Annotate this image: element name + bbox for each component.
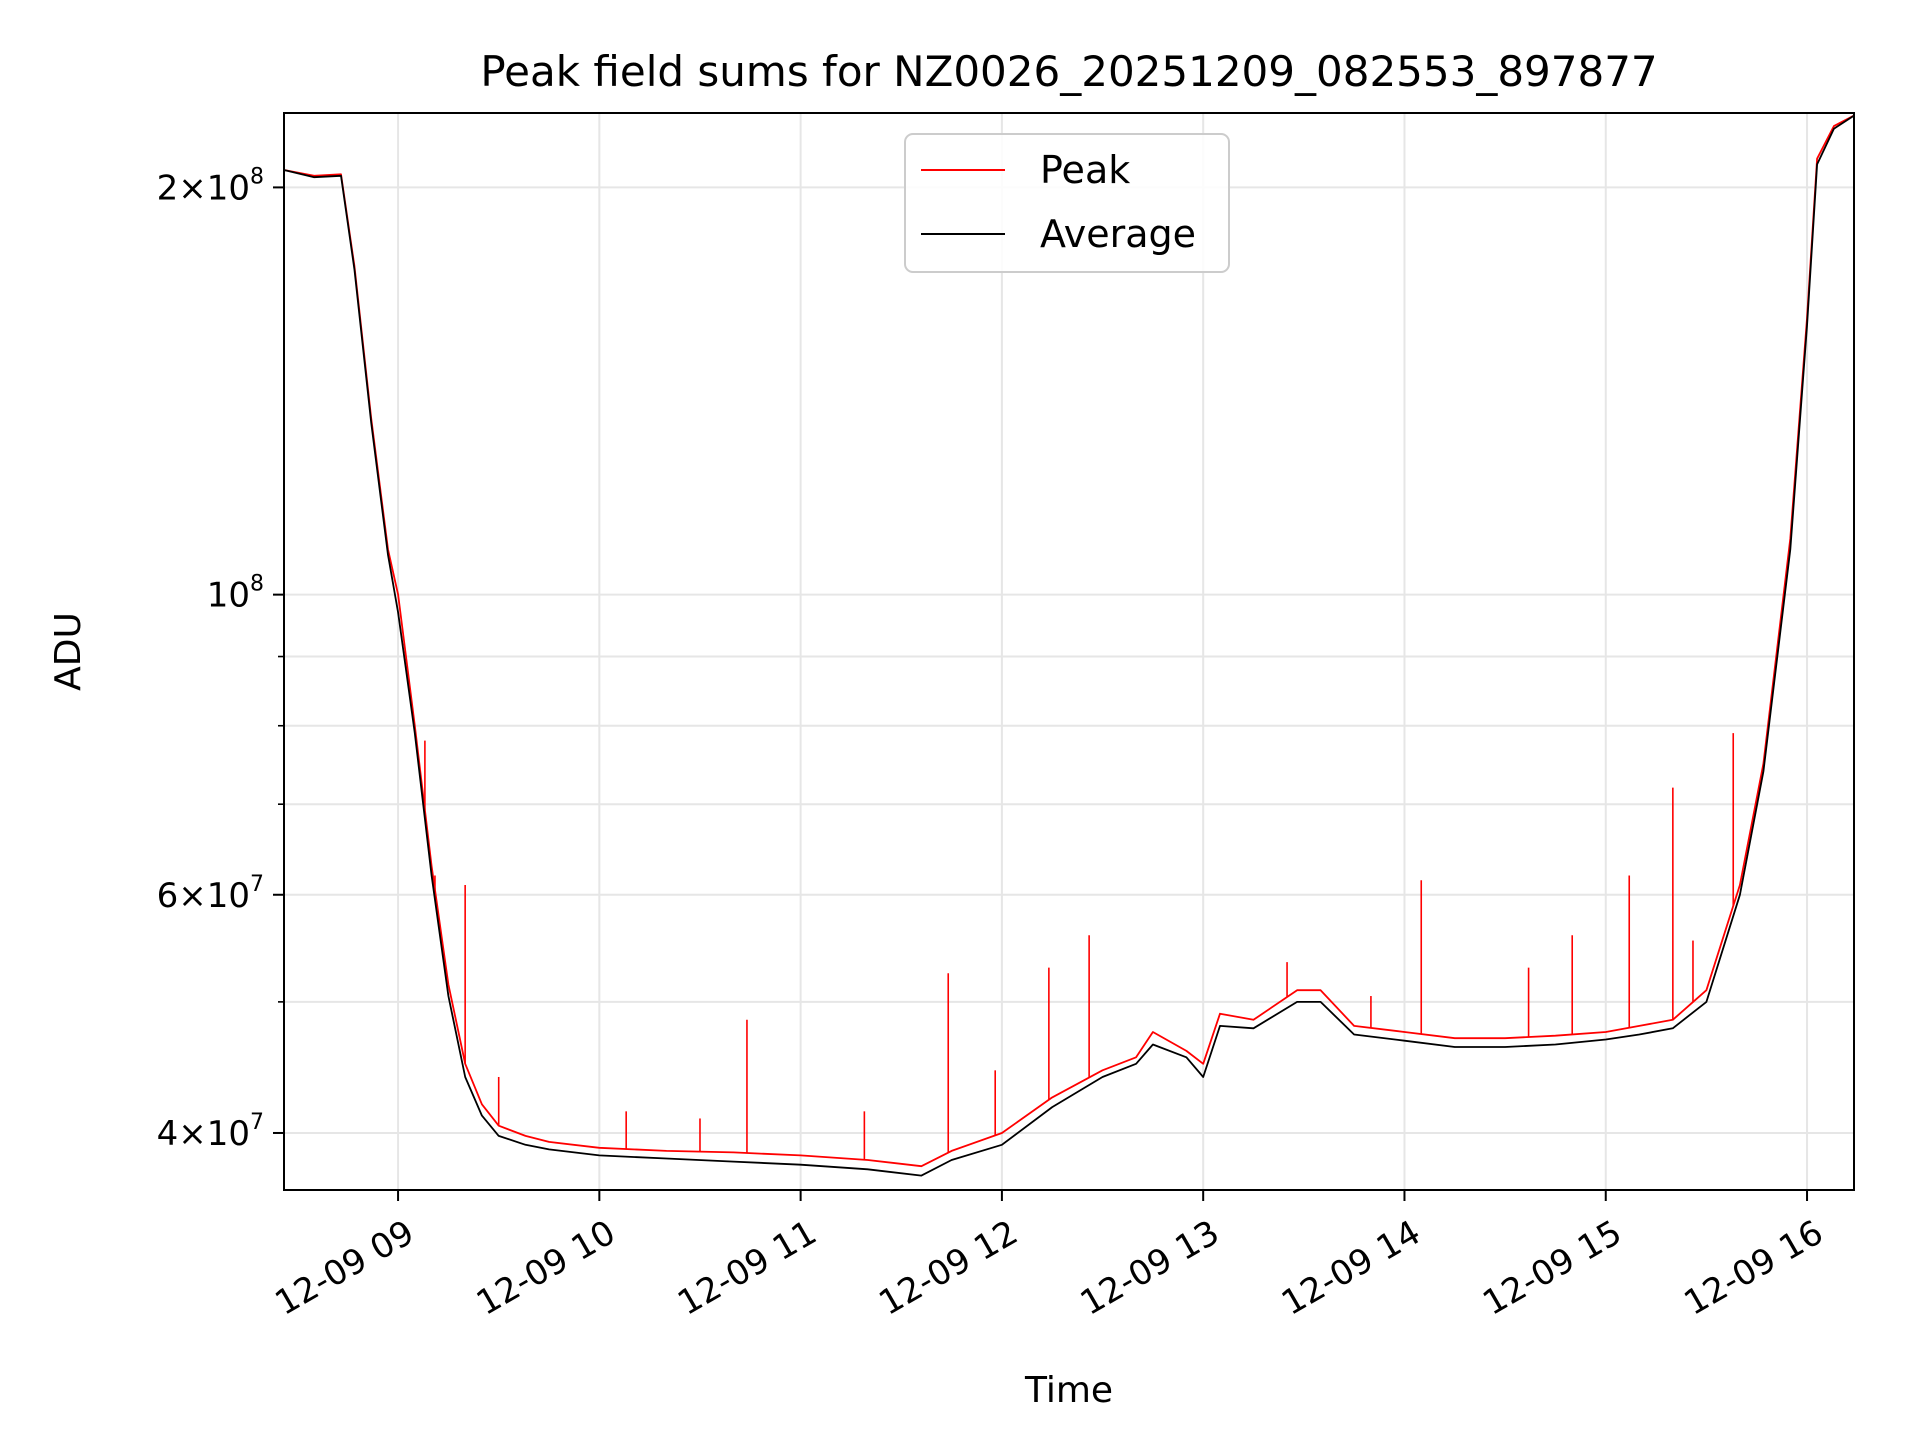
- legend: Peak Average: [904, 133, 1230, 273]
- legend-box: [904, 133, 1230, 273]
- y-tick-label: 2×108: [157, 164, 264, 208]
- series-line-peak: [283, 114, 1855, 1168]
- y-tick-label: 6×107: [157, 872, 264, 916]
- plot-frame: [283, 112, 1855, 1191]
- y-tick-label: 108: [207, 572, 264, 616]
- legend-label-average: Average: [1040, 212, 1196, 256]
- chart-title: Peak field sums for NZ0026_20251209_0825…: [480, 47, 1657, 96]
- series-layer: [283, 114, 1855, 1177]
- x-axis-label: Time: [1024, 1370, 1113, 1411]
- y-tick-label: 4×107: [157, 1110, 264, 1154]
- y-axis-label: ADU: [48, 612, 89, 691]
- series-line-average: [283, 114, 1855, 1177]
- grid: [284, 113, 1854, 1190]
- legend-label-peak: Peak: [1040, 148, 1130, 192]
